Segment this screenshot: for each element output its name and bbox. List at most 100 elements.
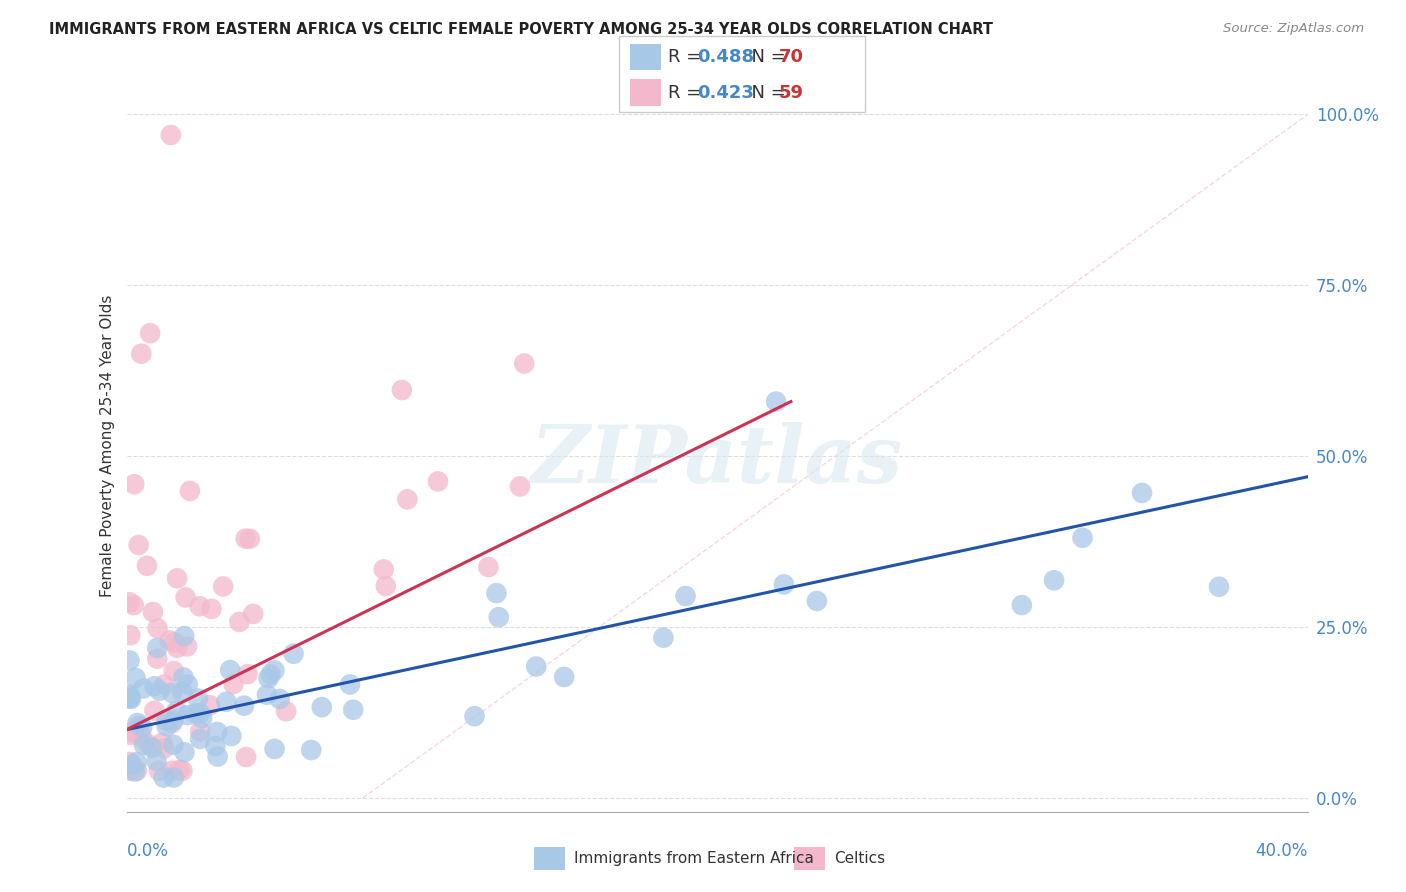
Point — [120, 728, 142, 742]
Point — [212, 579, 235, 593]
Text: Immigrants from Eastern Africa: Immigrants from Eastern Africa — [574, 851, 814, 865]
Point — [156, 714, 179, 728]
Point — [652, 631, 675, 645]
Point — [131, 731, 153, 745]
Point — [166, 571, 188, 585]
Text: 0.488: 0.488 — [697, 48, 755, 66]
Point — [396, 492, 419, 507]
Point — [228, 615, 250, 629]
Point — [124, 764, 146, 779]
Point — [553, 670, 575, 684]
Point — [162, 713, 184, 727]
Point — [160, 128, 183, 142]
Point — [166, 640, 188, 655]
Point — [131, 720, 153, 734]
Point — [132, 681, 155, 696]
Point — [149, 683, 172, 698]
Point — [342, 703, 364, 717]
Point — [138, 738, 160, 752]
Point — [145, 754, 167, 768]
Point — [139, 326, 162, 341]
Point — [174, 591, 197, 605]
Point — [188, 731, 211, 746]
Point — [256, 688, 278, 702]
Point — [488, 610, 510, 624]
Point — [276, 704, 298, 718]
Y-axis label: Female Poverty Among 25-34 Year Olds: Female Poverty Among 25-34 Year Olds — [100, 295, 115, 597]
Point — [513, 356, 536, 370]
Point — [153, 677, 176, 691]
Point — [176, 708, 198, 723]
Point — [221, 729, 243, 743]
Point — [477, 560, 499, 574]
Point — [391, 383, 413, 397]
Point — [242, 607, 264, 621]
Point — [283, 647, 305, 661]
Point — [128, 719, 150, 733]
Point — [263, 664, 285, 678]
Point — [121, 724, 143, 739]
Text: 70: 70 — [779, 48, 804, 66]
Point — [125, 755, 148, 769]
Point — [675, 589, 697, 603]
Point — [172, 764, 194, 778]
Point — [464, 709, 486, 723]
Point — [184, 706, 207, 721]
Point — [204, 739, 226, 753]
Point — [163, 771, 186, 785]
Point — [124, 726, 146, 740]
Point — [169, 763, 191, 777]
Point — [118, 755, 141, 769]
Point — [239, 532, 262, 546]
Point — [198, 698, 221, 713]
Point — [160, 716, 183, 731]
Point — [146, 640, 169, 655]
Point — [173, 745, 195, 759]
Point — [143, 679, 166, 693]
Point — [485, 586, 508, 600]
Point — [118, 688, 141, 702]
Point — [163, 664, 186, 678]
Point — [299, 743, 322, 757]
Point — [124, 671, 146, 685]
Point — [1043, 574, 1066, 588]
Point — [509, 479, 531, 493]
Point — [187, 691, 209, 706]
Point — [120, 691, 142, 706]
Point — [263, 742, 285, 756]
Point — [1011, 598, 1033, 612]
Point — [205, 725, 228, 739]
Point — [269, 692, 291, 706]
Point — [191, 711, 214, 725]
Point — [156, 719, 179, 733]
Point — [127, 716, 149, 731]
Point — [121, 757, 143, 772]
Point — [1071, 531, 1094, 545]
Point — [125, 764, 148, 778]
Point — [219, 663, 242, 677]
Text: N =: N = — [740, 84, 792, 102]
Point — [148, 764, 170, 778]
Point — [166, 704, 188, 718]
Text: 0.0%: 0.0% — [127, 842, 169, 860]
Point — [773, 577, 796, 591]
Point — [120, 628, 142, 642]
Point — [122, 598, 145, 612]
Point — [160, 686, 183, 700]
Point — [200, 602, 222, 616]
Point — [141, 740, 163, 755]
Point — [150, 736, 173, 750]
Point — [176, 640, 198, 654]
Point — [374, 579, 396, 593]
Point — [118, 691, 141, 706]
Point — [257, 671, 280, 685]
Point — [222, 677, 245, 691]
Point — [128, 538, 150, 552]
Point — [259, 667, 281, 681]
Point — [124, 477, 146, 491]
Point — [118, 690, 141, 704]
Point — [188, 706, 211, 721]
Point — [524, 659, 547, 673]
Point — [806, 594, 828, 608]
Text: 40.0%: 40.0% — [1256, 842, 1308, 860]
